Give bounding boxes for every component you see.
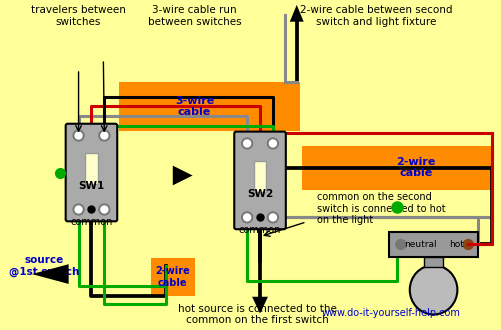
Bar: [85, 153, 98, 184]
Text: hot source is connected to the
common on the first switch: hot source is connected to the common on…: [177, 304, 336, 325]
Circle shape: [462, 240, 472, 249]
Polygon shape: [289, 5, 303, 22]
FancyBboxPatch shape: [66, 124, 117, 221]
Circle shape: [73, 204, 84, 215]
Bar: [253, 161, 266, 192]
Polygon shape: [32, 264, 69, 284]
Text: neutral: neutral: [404, 240, 436, 249]
Text: SW2: SW2: [246, 189, 273, 199]
Text: hot: hot: [448, 240, 463, 249]
Text: SW1: SW1: [78, 181, 104, 191]
Text: 2-wire
cable: 2-wire cable: [395, 157, 434, 179]
Text: source
@1st switch: source @1st switch: [9, 255, 79, 277]
FancyBboxPatch shape: [301, 146, 491, 190]
Text: 2-wire cable between second
switch and light fixture: 2-wire cable between second switch and l…: [299, 5, 451, 26]
FancyBboxPatch shape: [234, 132, 285, 229]
FancyBboxPatch shape: [151, 258, 194, 296]
Text: travelers between
switches: travelers between switches: [31, 5, 126, 26]
Circle shape: [269, 214, 276, 221]
Bar: [388, 232, 477, 257]
Circle shape: [99, 204, 110, 215]
Circle shape: [241, 212, 252, 223]
Polygon shape: [252, 297, 268, 314]
FancyBboxPatch shape: [119, 82, 299, 131]
Circle shape: [267, 212, 278, 223]
Circle shape: [75, 206, 82, 213]
Circle shape: [267, 138, 278, 149]
Circle shape: [269, 140, 276, 147]
Circle shape: [241, 138, 252, 149]
Circle shape: [101, 132, 108, 139]
Ellipse shape: [409, 265, 456, 314]
Text: common: common: [238, 225, 281, 235]
Text: 3-wire cable run
between switches: 3-wire cable run between switches: [147, 5, 241, 26]
Circle shape: [243, 214, 250, 221]
Polygon shape: [172, 166, 192, 185]
Text: www.do-it-yourself-help.com: www.do-it-yourself-help.com: [321, 309, 459, 318]
Circle shape: [395, 240, 405, 249]
Text: 3-wire
cable: 3-wire cable: [175, 96, 214, 117]
Text: 2-wire
cable: 2-wire cable: [155, 266, 190, 288]
Text: common: common: [70, 217, 112, 227]
Circle shape: [99, 130, 110, 141]
Circle shape: [243, 140, 250, 147]
Circle shape: [101, 206, 108, 213]
Circle shape: [73, 130, 84, 141]
Text: common on the second
switch is connected to hot
on the light: common on the second switch is connected…: [316, 192, 444, 225]
Circle shape: [75, 132, 82, 139]
Bar: [423, 257, 442, 267]
